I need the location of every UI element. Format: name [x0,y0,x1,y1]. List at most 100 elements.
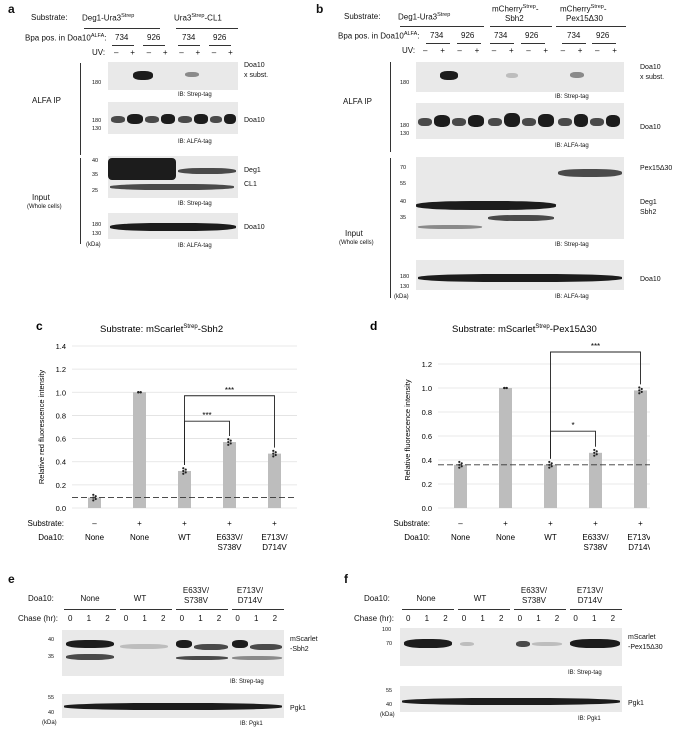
whole-cells-label: (Whole cells) [339,240,374,246]
row-item: – [211,48,217,57]
marker: 100 [382,627,392,633]
row-item: 0 [517,614,523,623]
label-pex15d30: Pex15Δ30 [640,165,673,172]
ib-label: IB: ALFA-tag [178,243,212,249]
significance-bracket [550,351,641,459]
group-e633v: E633V/ [182,586,210,595]
y-tick-label: 0.0 [56,504,66,513]
y-tick-label: 0.4 [56,458,66,467]
blot-f2 [400,686,622,712]
substrate-sign: + [272,519,277,528]
group-wt: WT [473,594,487,603]
category-label: E633V/ [216,533,243,542]
blot-e1 [62,630,284,676]
data-point [550,462,553,465]
row-item: 1 [198,614,203,623]
label-sbh2: Sbh2 [640,209,657,216]
title-suffix: -Sbh2 [198,324,223,335]
label-pgk1: Pgk1 [290,705,306,712]
chase-label: Chase (hr): [354,614,395,623]
row-item: 0 [68,614,73,623]
row-item: + [509,46,514,55]
row-item: – [526,46,531,55]
whole-cells-label: (Whole cells) [27,204,62,210]
group-none: None [80,594,100,603]
group-s738v: S738V [183,596,209,605]
significance-label: *** [591,342,600,351]
y-tick-label: 0.6 [422,432,432,441]
data-point [94,497,97,501]
row-item: – [146,48,152,57]
marker: 40 [48,637,55,643]
data-point [638,386,641,389]
row-item: + [474,46,480,55]
uv-label: UV: [402,46,416,55]
data-point [184,471,187,474]
uv-label: UV: [92,48,106,57]
ib-label: IB: Strep-tag [555,94,589,100]
ib-label: IB: ALFA-tag [555,143,589,149]
substrate-sbh2: mCherryStrep- [492,4,539,14]
group-e633v: E633V/ [520,586,548,595]
blot-a3 [108,156,238,198]
marker: 35 [400,215,407,221]
kda-label: (kDa) [42,720,57,726]
data-point [595,453,598,456]
substrate-sign: – [92,519,97,528]
row-item: + [130,48,135,57]
y-tick-label: 0.8 [56,411,66,420]
group-e713v: E713V/ [576,586,604,595]
group-e713v: E713V/ [236,586,264,595]
bpa-734: 734 [430,31,444,40]
row-item: 1 [536,614,541,623]
data-point [229,439,232,442]
bpa-734: 734 [115,33,129,42]
row-item: + [228,48,233,57]
category-label: None [496,533,516,542]
chart-d: d Substrate: mScarletStrep-Pex15Δ30 0.0 0.2… [370,319,650,552]
substrate-label: Substrate: [31,13,68,22]
data-point [182,467,185,470]
category-label: WT [178,533,191,542]
data-point [640,390,643,393]
title-part: Substrate: mScarlet [452,324,536,335]
panel-letter-f: f [344,572,348,586]
label-doa10: Doa10 [640,64,661,71]
category-label-2: D714V [628,543,650,552]
substrate-sign: + [137,519,142,528]
category-label-2: S738V [217,543,242,552]
category-label: E633V/ [582,533,609,542]
blot-a1 [108,62,238,90]
y-tick-label: 0.2 [56,481,66,490]
data-point [458,466,461,469]
substrate-pex15: mCherryStrep- [560,4,607,14]
substrate-cl1: Ura3Strep-CL1 [174,13,222,23]
group-s738v: S738V [521,596,547,605]
y-tick-label: 1.4 [56,342,66,351]
doa10-label: Doa10: [364,594,390,603]
marker: 55 [400,181,407,187]
data-point [550,465,553,468]
marker: 130 [92,231,102,237]
substrate-pex15-line2: Pex15Δ30 [566,14,603,23]
label-mscarlet: mScarlet [628,634,656,641]
data-point [274,453,277,457]
category-label-2: D714V [262,543,287,552]
bar [133,392,146,508]
alfa-ip-label: ALFA IP [32,96,61,105]
label-deg1: Deg1 [640,199,657,206]
blot-b3 [416,157,624,239]
significance-bracket [184,420,230,465]
substrate-sign: + [638,519,643,528]
data-point [182,472,185,475]
input-label: Input [345,229,363,238]
marker: 40 [48,710,55,716]
marker: 130 [400,284,410,290]
row-item: 0 [573,614,578,623]
bar [499,388,512,508]
data-point [272,452,275,455]
marker: 25 [92,188,99,194]
blot-a2 [108,102,238,134]
group-none: None [416,594,436,603]
data-point [137,391,140,394]
